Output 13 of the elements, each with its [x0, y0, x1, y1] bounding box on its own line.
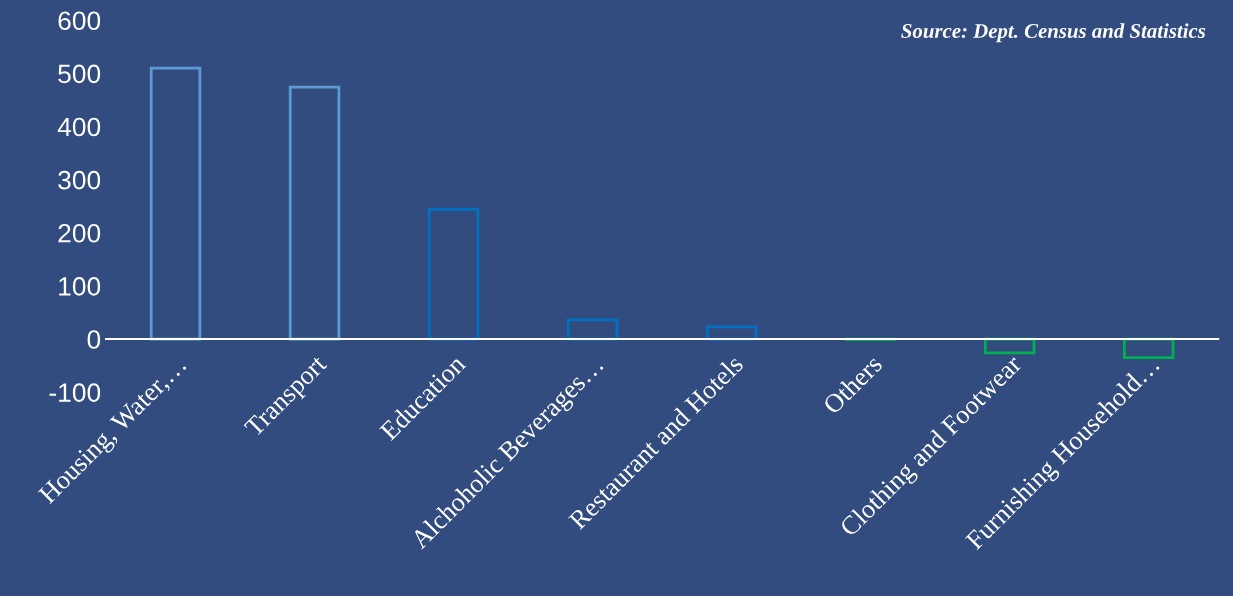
y-tick-label: 100: [59, 277, 101, 296]
annotation: Source: Dept. Census and Statistics: [901, 23, 1206, 43]
bar: [427, 208, 480, 341]
bar: [149, 66, 202, 341]
bar: [288, 85, 341, 341]
y-tick-label: -100: [49, 383, 101, 402]
y-tick-label: 600: [58, 11, 101, 31]
y-tick-label: 500: [58, 64, 101, 84]
y-tick-label: 0: [87, 330, 101, 349]
y-tick-label: 200: [58, 223, 101, 243]
y-tick-label: 400: [57, 117, 101, 137]
y-tick-label: 300: [58, 170, 101, 190]
bar: [844, 337, 897, 341]
